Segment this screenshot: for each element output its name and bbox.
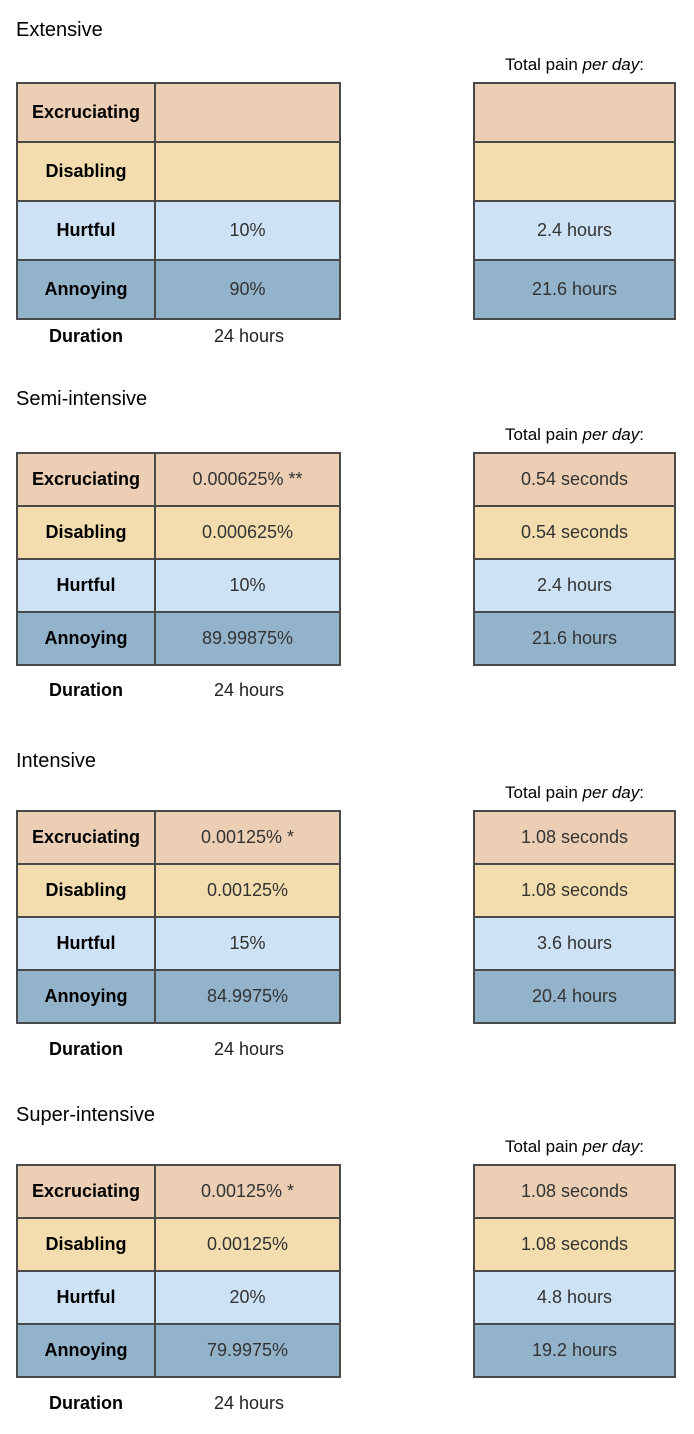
value-excruciating: 0.000625% ** — [154, 452, 341, 507]
intensity-table: Excruciating Disabling Hurtful 10% Annoyi… — [16, 82, 341, 320]
row-label-excruciating: Excruciating — [16, 810, 156, 865]
row-label-annoying: Annoying — [16, 611, 156, 666]
total-pain-table: 0.54 seconds 0.54 seconds 2.4 hours 21.6… — [473, 452, 676, 666]
row-label-disabling: Disabling — [16, 863, 156, 918]
total-pain-table: 1.08 seconds 1.08 seconds 3.6 hours 20.4… — [473, 810, 676, 1024]
total-excruciating — [473, 82, 676, 143]
value-excruciating — [154, 82, 341, 143]
total-disabling: 0.54 seconds — [473, 505, 676, 560]
row-label-disabling: Disabling — [16, 505, 156, 560]
total-annoying: 19.2 hours — [473, 1323, 676, 1378]
section-title: Extensive — [16, 19, 103, 41]
value-hurtful: 10% — [154, 200, 341, 261]
total-disabling: 1.08 seconds — [473, 1217, 676, 1272]
duration-label: Duration — [49, 1393, 123, 1413]
row-label-excruciating: Excruciating — [16, 82, 156, 143]
row-label-disabling: Disabling — [16, 1217, 156, 1272]
total-annoying: 21.6 hours — [473, 259, 676, 320]
section-semi-intensive: Semi-intensive Total pain per day: Excru… — [16, 388, 676, 700]
total-excruciating: 1.08 seconds — [473, 1164, 676, 1219]
total-pain-table: 1.08 seconds 1.08 seconds 4.8 hours 19.2… — [473, 1164, 676, 1378]
section-title: Super-intensive — [16, 1104, 155, 1126]
duration-value: 24 hours — [213, 1039, 285, 1059]
value-annoying: 90% — [154, 259, 341, 320]
value-annoying: 79.9975% — [154, 1323, 341, 1378]
total-pain-caption: Total pain per day: — [505, 783, 644, 802]
value-disabling — [154, 141, 341, 202]
duration-label: Duration — [49, 1039, 123, 1059]
value-annoying: 89.99875% — [154, 611, 341, 666]
value-disabling: 0.000625% — [154, 505, 341, 560]
total-excruciating: 0.54 seconds — [473, 452, 676, 507]
row-label-annoying: Annoying — [16, 259, 156, 320]
duration-label: Duration — [49, 326, 123, 346]
total-hurtful: 2.4 hours — [473, 558, 676, 613]
total-excruciating: 1.08 seconds — [473, 810, 676, 865]
total-hurtful: 4.8 hours — [473, 1270, 676, 1325]
total-pain-caption: Total pain per day: — [505, 1137, 644, 1156]
duration-value: 24 hours — [213, 326, 285, 346]
row-label-annoying: Annoying — [16, 1323, 156, 1378]
section-title: Intensive — [16, 750, 97, 772]
value-excruciating: 0.00125% * — [154, 1164, 341, 1219]
value-excruciating: 0.00125% * — [154, 810, 341, 865]
section-extensive: Extensive Total pain per day: Excruciati… — [0, 0, 694, 360]
section-title: Semi-intensive — [16, 388, 148, 410]
row-label-hurtful: Hurtful — [16, 200, 156, 261]
total-disabling — [473, 141, 676, 202]
section-intensive: Intensive Total pain per day: Excruciati… — [16, 750, 676, 1059]
intensity-table: Excruciating 0.000625% ** Disabling 0.0006… — [16, 452, 341, 666]
total-pain-table: 2.4 hours 21.6 hours — [473, 82, 676, 320]
value-hurtful: 10% — [154, 558, 341, 613]
total-hurtful: 3.6 hours — [473, 916, 676, 971]
row-label-hurtful: Hurtful — [16, 1270, 156, 1325]
total-disabling: 1.08 seconds — [473, 863, 676, 918]
value-disabling: 0.00125% — [154, 863, 341, 918]
value-disabling: 0.00125% — [154, 1217, 341, 1272]
total-pain-caption: Total pain per day: — [505, 425, 644, 444]
row-label-hurtful: Hurtful — [16, 558, 156, 613]
row-label-excruciating: Excruciating — [16, 452, 156, 507]
total-annoying: 21.6 hours — [473, 611, 676, 666]
intensity-table: Excruciating 0.00125% * Disabling 0.00125%… — [16, 1164, 341, 1378]
duration-value: 24 hours — [213, 1393, 285, 1413]
row-label-excruciating: Excruciating — [16, 1164, 156, 1219]
row-label-hurtful: Hurtful — [16, 916, 156, 971]
value-hurtful: 20% — [154, 1270, 341, 1325]
value-hurtful: 15% — [154, 916, 341, 971]
intensity-table: Excruciating 0.00125% * Disabling 0.00125%… — [16, 810, 341, 1024]
total-annoying: 20.4 hours — [473, 969, 676, 1024]
duration-label: Duration — [49, 680, 123, 700]
value-annoying: 84.9975% — [154, 969, 341, 1024]
total-hurtful: 2.4 hours — [473, 200, 676, 261]
row-label-annoying: Annoying — [16, 969, 156, 1024]
row-label-disabling: Disabling — [16, 141, 156, 202]
duration-value: 24 hours — [213, 680, 285, 700]
total-pain-caption: Total pain per day: — [505, 55, 644, 74]
